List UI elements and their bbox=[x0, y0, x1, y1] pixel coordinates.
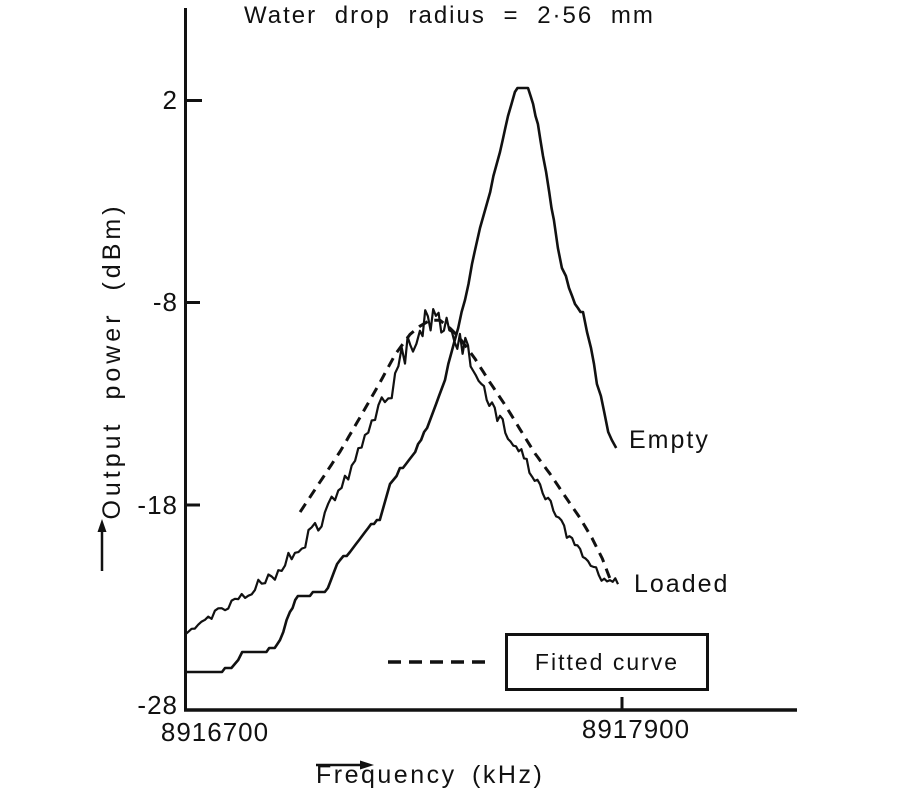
x-axis-arrow-icon bbox=[316, 760, 374, 770]
y-axis-arrow-icon bbox=[97, 519, 107, 571]
y-axis-title-text: Output power (dBm) bbox=[97, 202, 126, 520]
legend-label: Fitted curve bbox=[534, 648, 680, 675]
y-axis-title: Output power (dBm) bbox=[95, 151, 129, 571]
x-axis-title: Frequency (kHz) bbox=[316, 758, 544, 792]
y-tick-label-neg18: -18 bbox=[137, 490, 178, 520]
empty-curve bbox=[185, 86, 618, 674]
fitted-curve bbox=[298, 318, 612, 580]
y-tick-label-2: 2 bbox=[162, 85, 178, 115]
legend-box: Fitted curve bbox=[505, 633, 709, 691]
chart-title: Water drop radius = 2·56 mm bbox=[244, 2, 655, 29]
loaded-curve bbox=[184, 308, 620, 636]
y-tick-label-neg28: -28 bbox=[137, 690, 178, 720]
x-tick-label-8917900: 8917900 bbox=[581, 714, 691, 744]
loaded-curve-label: Loaded bbox=[634, 570, 730, 598]
x-tick-label-8916700: 8916700 bbox=[160, 717, 270, 747]
y-tick-label-neg8: -8 bbox=[152, 287, 178, 317]
empty-curve-label: Empty bbox=[629, 426, 710, 454]
